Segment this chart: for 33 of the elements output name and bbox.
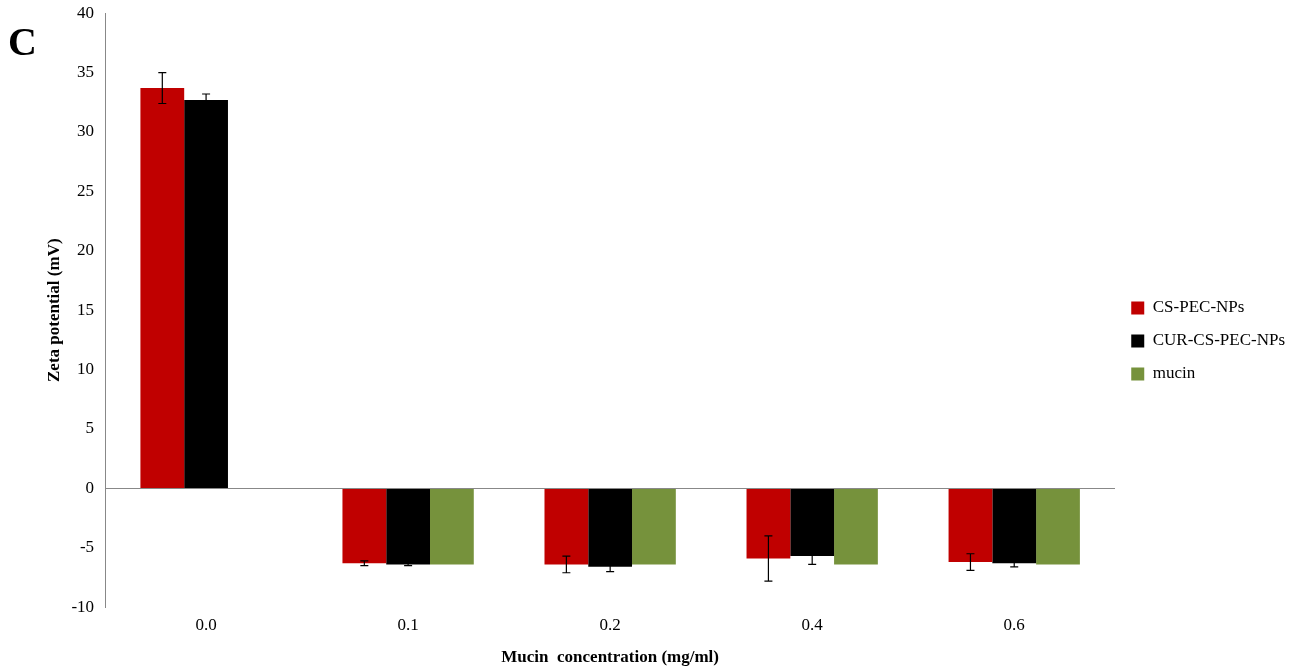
bar (632, 488, 676, 565)
y-tick-label: 15 (77, 299, 95, 319)
legend-label: CS-PEC-NPs (1152, 297, 1245, 317)
y-axis-title: Zeta potential (mV) (43, 238, 63, 382)
x-tick-label: 0.4 (801, 614, 824, 634)
y-tick-label: 35 (77, 62, 95, 82)
y-tick-label: 20 (77, 240, 95, 260)
y-tick-label: 40 (77, 2, 95, 22)
y-tick-label: 30 (77, 121, 95, 141)
y-tick-label: 5 (85, 418, 95, 438)
y-tick-label: -5 (79, 537, 95, 557)
y-tick-label: 0 (85, 477, 95, 497)
x-tick-label: 0.0 (195, 614, 217, 634)
text: C (8, 18, 37, 65)
bar (386, 488, 430, 565)
y-tick-label: 10 (77, 359, 95, 379)
bar (948, 488, 993, 563)
legend-label: mucin (1152, 363, 1196, 383)
x-axis-title: Mucin concentration (mg/ml) (501, 647, 719, 667)
y-tick-label: -10 (71, 596, 95, 616)
bar (140, 88, 185, 489)
bar (1036, 488, 1080, 565)
bar (746, 488, 791, 559)
x-tick-label: 0.6 (1003, 614, 1025, 634)
bar (992, 488, 1037, 564)
legend-label: CUR-CS-PEC-NPs (1152, 330, 1286, 350)
y-tick-label: 25 (77, 180, 95, 200)
bar (834, 488, 878, 565)
bar (544, 488, 589, 565)
bar (342, 488, 387, 564)
bar (430, 488, 474, 565)
x-tick-label: 0.2 (599, 614, 621, 634)
x-tick-label: 0.1 (397, 614, 419, 634)
